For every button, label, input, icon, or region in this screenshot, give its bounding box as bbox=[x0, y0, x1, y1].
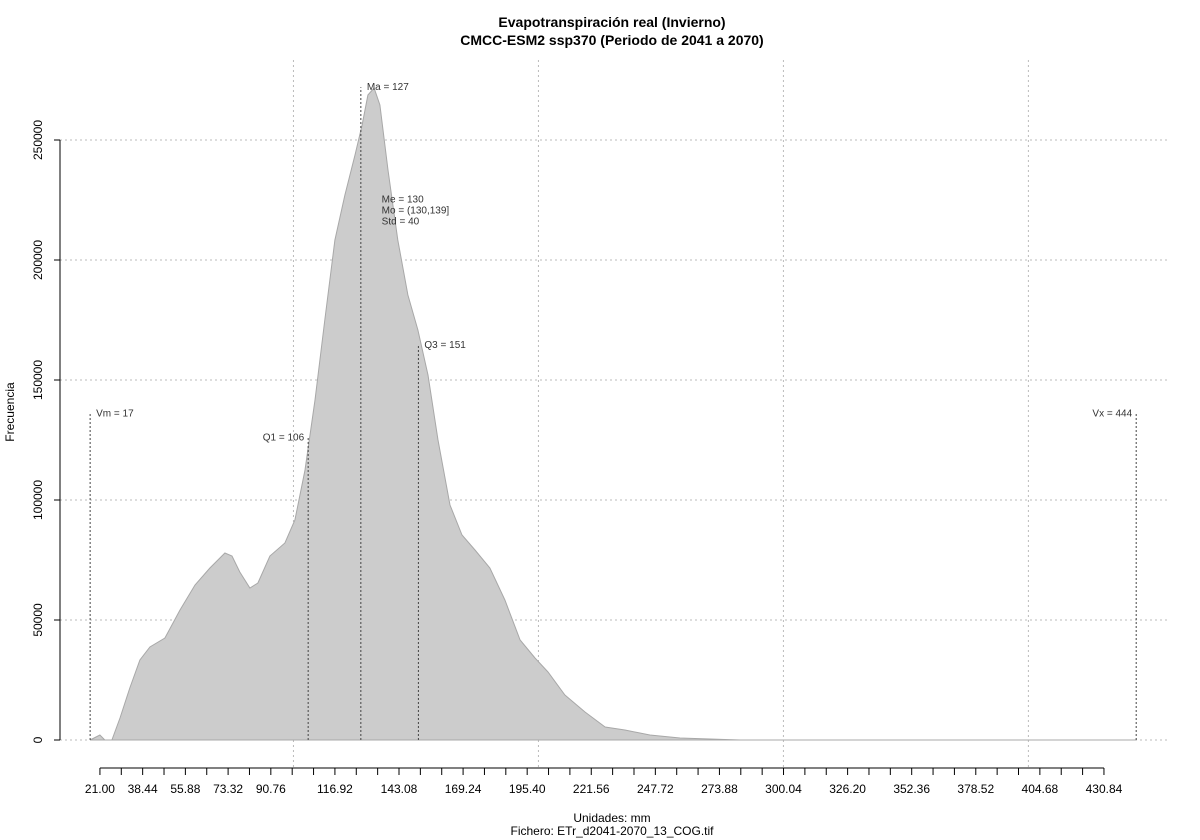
y-tick-label: 250000 bbox=[31, 120, 45, 160]
x-tick-label: 378.52 bbox=[957, 782, 994, 796]
y-axis-label: Frecuencia bbox=[3, 382, 17, 442]
x-tick-label: 73.32 bbox=[213, 782, 243, 796]
annotation-label: Ma = 127 bbox=[367, 82, 409, 93]
x-tick-label: 143.08 bbox=[381, 782, 418, 796]
y-tick-label: 200000 bbox=[31, 240, 45, 280]
x-tick-label: 55.88 bbox=[170, 782, 200, 796]
annotation-label: Vm = 17 bbox=[96, 409, 134, 420]
x-tick-label: 90.76 bbox=[256, 782, 286, 796]
x-tick-label: 21.00 bbox=[85, 782, 115, 796]
annotation-label: Q1 = 106 bbox=[263, 433, 305, 444]
x-tick-label: 273.88 bbox=[701, 782, 738, 796]
x-tick-label: 404.68 bbox=[1022, 782, 1059, 796]
chart-title: Evapotranspiración real (Invierno) bbox=[498, 14, 725, 30]
x-tick-label: 326.20 bbox=[829, 782, 866, 796]
annotation-label: Vx = 444 bbox=[1092, 409, 1132, 420]
density-area bbox=[89, 87, 1137, 741]
x-tick-label: 195.40 bbox=[509, 782, 546, 796]
annotation-label: Q3 = 151 bbox=[424, 340, 466, 351]
stats-label: Mo = (130,139] bbox=[382, 205, 450, 216]
x-axis-label: Unidades: mm bbox=[573, 811, 650, 825]
y-tick-label: 50000 bbox=[31, 603, 45, 637]
x-tick-label: 169.24 bbox=[445, 782, 482, 796]
x-tick-label: 430.84 bbox=[1086, 782, 1123, 796]
x-tick-label: 221.56 bbox=[573, 782, 610, 796]
chart-subtitle: CMCC-ESM2 ssp370 (Periodo de 2041 a 2070… bbox=[460, 32, 763, 48]
x-tick-label: 116.92 bbox=[317, 782, 353, 796]
y-tick-label: 150000 bbox=[31, 360, 45, 400]
caption: Fichero: ETr_d2041-2070_13_COG.tif bbox=[511, 824, 715, 838]
stats-label: Std = 40 bbox=[382, 216, 420, 227]
x-tick-label: 247.72 bbox=[637, 782, 674, 796]
y-tick-label: 0 bbox=[31, 736, 45, 743]
x-tick-label: 38.44 bbox=[128, 782, 158, 796]
x-tick-label: 300.04 bbox=[765, 782, 802, 796]
stats-label: Me = 130 bbox=[382, 194, 424, 205]
y-tick-label: 100000 bbox=[31, 480, 45, 520]
x-tick-label: 352.36 bbox=[893, 782, 930, 796]
